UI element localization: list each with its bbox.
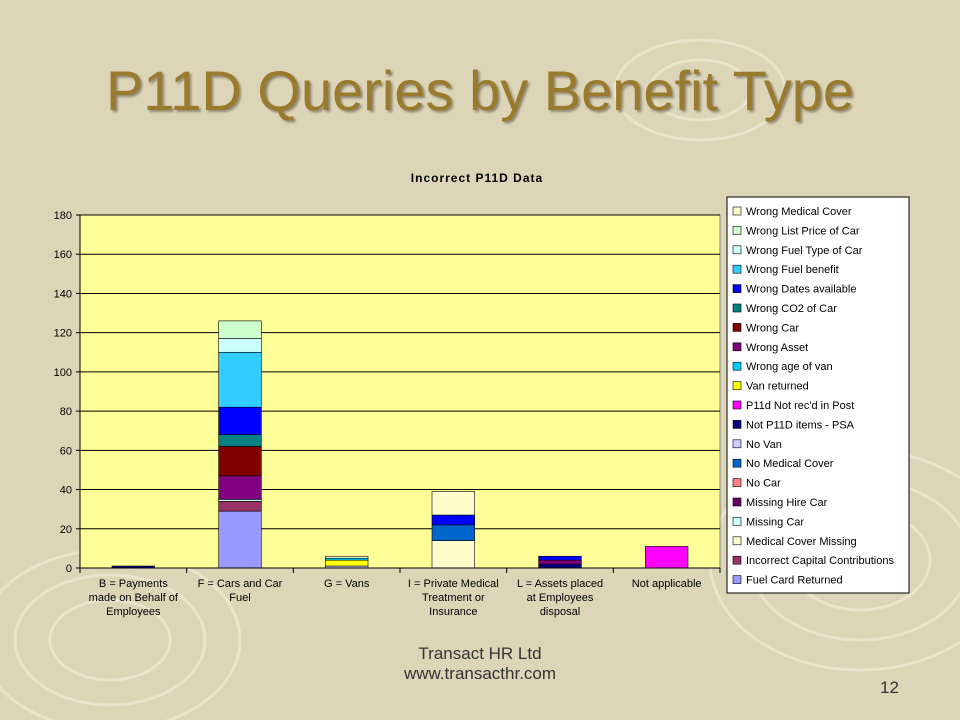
slide-title: P11D Queries by Benefit Type bbox=[105, 59, 855, 122]
y-tick-label: 80 bbox=[60, 406, 72, 418]
plot-area bbox=[79, 214, 721, 569]
legend-entry: Wrong CO2 of Car bbox=[746, 303, 837, 315]
legend-entry: Wrong Fuel benefit bbox=[746, 264, 839, 276]
legend-entry: Incorrect Capital Contributions bbox=[746, 555, 894, 567]
legend-entry: Missing Hire Car bbox=[746, 497, 828, 509]
bar-segment-wrong-co2-of-car-cat-1 bbox=[218, 434, 262, 447]
bar-segment-wrong-dates-available-cat-1 bbox=[218, 406, 262, 435]
company-url: www.transacthr.com bbox=[403, 664, 557, 683]
legend-swatch bbox=[732, 497, 742, 507]
legend-swatch bbox=[732, 420, 742, 429]
bar-segment-wrong-medical-cover-cat-3 bbox=[431, 491, 475, 516]
legend-entry: Wrong Car bbox=[746, 322, 799, 334]
legend-entry: P11d Not rec'd in Post bbox=[746, 400, 854, 412]
x-category-label: B = Payments made on Behalf of Employees bbox=[89, 578, 179, 618]
legend-entry: Wrong Fuel Type of Car bbox=[746, 245, 863, 257]
legend-entry: Wrong Dates available bbox=[746, 284, 856, 296]
y-tick-label: 0 bbox=[66, 563, 72, 575]
legend-swatch bbox=[732, 400, 742, 410]
legend-box bbox=[726, 196, 910, 594]
x-category-label: F = Cars and Car Fuel bbox=[198, 578, 283, 604]
legend-swatch bbox=[732, 381, 742, 390]
legend-entry: Wrong List Price of Car bbox=[746, 225, 860, 237]
legend-entry: No Medical Cover bbox=[746, 458, 834, 470]
legend-swatch bbox=[732, 458, 742, 468]
legend-swatch bbox=[732, 439, 742, 449]
legend-entry: No Car bbox=[746, 478, 781, 490]
legend-swatch bbox=[732, 575, 742, 584]
legend-entry: Fuel Card Returned bbox=[746, 575, 843, 587]
chart-title: Incorrect P11D Data bbox=[411, 171, 543, 185]
bar-segment-wrong-asset-cat-4 bbox=[538, 559, 582, 565]
y-tick-label: 180 bbox=[54, 210, 72, 222]
bar-segment-no-medical-cover-cat-3 bbox=[431, 524, 475, 541]
gridlines bbox=[80, 214, 720, 530]
legend-entry: Wrong age of van bbox=[746, 361, 833, 373]
x-category-label: L = Assets placed at Employees disposal bbox=[517, 578, 603, 618]
bars bbox=[111, 320, 689, 569]
bar-segment-van-returned-cat-2 bbox=[325, 559, 369, 567]
x-axis: B = Payments made on Behalf of Employees F … bbox=[79, 567, 721, 618]
bar-segment-wrong-list-price-of-car-cat-1 bbox=[218, 320, 262, 339]
y-tick-label: 120 bbox=[54, 328, 72, 340]
legend-swatch bbox=[732, 517, 742, 526]
bar-segment-wrong-medical-cover-cat-2 bbox=[325, 555, 369, 559]
y-tick-label: 100 bbox=[54, 367, 72, 379]
legend-entry: Van returned bbox=[746, 381, 809, 393]
x-category-label: Not applicable bbox=[632, 578, 702, 590]
stacked-bar-chart: Incorrect P11D Data 0 20 40 60 80 100 120 140 16… bbox=[54, 171, 910, 618]
company-name: Transact HR Ltd bbox=[418, 644, 542, 663]
legend-entry: Not P11D items - PSA bbox=[746, 419, 855, 431]
legend-entry: No Van bbox=[746, 439, 782, 451]
legend-swatch bbox=[732, 264, 742, 274]
bar-segment-wrong-dates-available-cat-3 bbox=[431, 514, 475, 526]
bar-segment-not-p11d-items-psa-cat-4 bbox=[538, 563, 582, 569]
chart-area: Incorrect P11D Data 0 20 40 60 80 100 120 140 16… bbox=[22, 155, 922, 635]
legend-swatch bbox=[732, 536, 742, 546]
y-tick-label: 60 bbox=[60, 445, 72, 457]
bar-segment-medical-cover-missing-cat-3 bbox=[431, 540, 475, 569]
legend-swatch bbox=[732, 478, 742, 487]
legend: Wrong Medical Cover Wrong List Price of C… bbox=[726, 196, 910, 594]
x-category-label: G = Vans bbox=[324, 578, 370, 590]
legend-swatch bbox=[732, 361, 742, 371]
legend-entry: Medical Cover Missing bbox=[746, 536, 857, 548]
bar-segment-wrong-dates-available-cat-4 bbox=[538, 555, 582, 561]
y-tick-label: 160 bbox=[54, 249, 72, 261]
legend-swatch bbox=[732, 206, 742, 216]
y-axis: 0 20 40 60 80 100 120 140 160 180 bbox=[54, 210, 81, 575]
bar-segment-p11d-not-rec-d-in-post-cat-5 bbox=[645, 546, 689, 569]
legend-swatch bbox=[732, 323, 742, 332]
legend-swatch bbox=[732, 284, 742, 293]
legend-swatch bbox=[732, 226, 742, 235]
legend-swatch bbox=[732, 245, 742, 255]
bar-segment-wrong-car-cat-1 bbox=[218, 446, 262, 477]
bar-segment-wrong-fuel-benefit-cat-1 bbox=[218, 351, 262, 408]
y-tick-label: 20 bbox=[60, 524, 72, 536]
x-category-label: I = Private Medical Treatment or Insurance bbox=[408, 578, 499, 618]
bar-segment-fuel-card-returned-cat-1 bbox=[218, 510, 262, 569]
slide-number: 12 bbox=[880, 678, 899, 697]
legend-entry: Wrong Asset bbox=[746, 342, 808, 354]
y-tick-label: 40 bbox=[60, 485, 72, 497]
legend-entry: Wrong Medical Cover bbox=[746, 206, 852, 218]
y-tick-label: 140 bbox=[54, 288, 72, 300]
bar-segment-wrong-fuel-type-of-car-cat-1 bbox=[218, 338, 262, 353]
footer-company: Transact HR Ltd www.transacthr.com bbox=[380, 644, 580, 684]
bar-segment-wrong-asset-cat-1 bbox=[218, 475, 262, 500]
legend-swatch bbox=[732, 555, 742, 565]
legend-swatch bbox=[732, 342, 742, 352]
legend-swatch bbox=[732, 303, 742, 313]
legend-entry: Missing Car bbox=[746, 516, 804, 528]
bar-segment-incorrect-capital-contributions-cat-1 bbox=[218, 501, 262, 512]
